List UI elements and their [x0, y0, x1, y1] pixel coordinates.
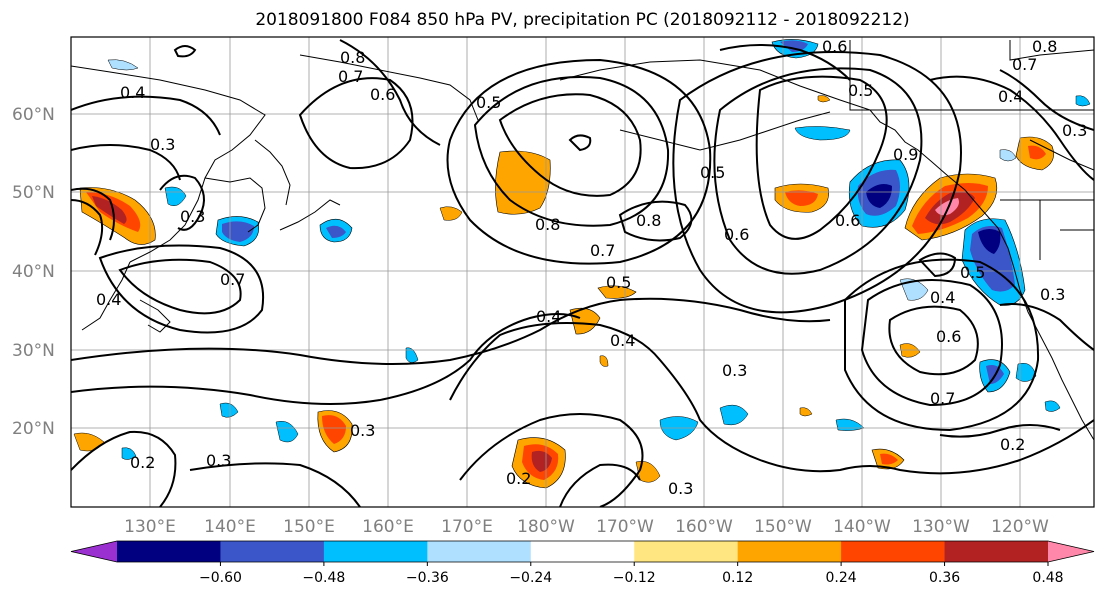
contour-label: 0.2 — [130, 453, 155, 472]
colorbar-tick-label: −0.60 — [199, 570, 242, 586]
contour-label: 0.4 — [998, 87, 1023, 106]
lon-label: 120°W — [991, 517, 1049, 537]
contour-label: 0.7 — [220, 270, 245, 289]
coastlines — [71, 40, 1094, 441]
longitude-labels: 130°E 140°E 150°E 160°E 170°E 180°W 170°… — [124, 517, 1049, 537]
lon-label: 160°E — [362, 517, 414, 537]
contour-label: 0.5 — [848, 81, 873, 100]
lon-label: 140°E — [204, 517, 256, 537]
contour-label: 0.8 — [340, 48, 365, 67]
map-title: 2018091800 F084 850 hPa PV, precipitatio… — [255, 10, 910, 30]
contour-label: 0.4 — [930, 288, 955, 307]
lat-label: 40°N — [12, 262, 55, 282]
contour-label: 0.6 — [835, 211, 860, 230]
contour-label: 0.8 — [1032, 37, 1057, 56]
colorbar-right-extension — [1048, 541, 1094, 562]
contour-label: 0.3 — [1040, 285, 1065, 304]
colorbar-segment — [427, 541, 532, 562]
contour-labels: 0.8 0.7 0.4 0.3 0.6 0.5 0.6 0.5 0.4 0.3 … — [96, 37, 1087, 498]
contour-label: 0.3 — [1062, 121, 1087, 140]
lon-label: 140°W — [833, 517, 891, 537]
map-frame — [70, 36, 1095, 508]
graticule — [71, 37, 1094, 507]
contour-label: 0.5 — [960, 263, 985, 282]
colorbar-tick-label: 0.36 — [929, 570, 960, 586]
contour-label: 0.6 — [370, 85, 395, 104]
colorbar-segment — [634, 541, 739, 562]
colorbar-tick-label: 0.12 — [722, 570, 753, 586]
contour-label: 0.6 — [724, 225, 749, 244]
colorbar-tick-label: −0.24 — [509, 570, 552, 586]
contour-label: 0.7 — [930, 389, 955, 408]
contour-label: 0.3 — [206, 451, 231, 470]
colorbar-left-extension — [71, 541, 117, 562]
colorbar-tick-label: −0.36 — [406, 570, 449, 586]
contour-label: 0.6 — [936, 327, 961, 346]
colorbar-segment — [841, 541, 946, 562]
contour-label: 0.3 — [722, 361, 747, 380]
contour-label: 0.4 — [96, 290, 121, 309]
colorbar-segment — [944, 541, 1049, 562]
contour-label: 0.7 — [1012, 55, 1037, 74]
contour-label: 0.5 — [476, 93, 501, 112]
contour-label: 0.6 — [822, 37, 847, 56]
colorbar: −0.60 −0.48 −0.36 −0.24 −0.12 0.12 0.24 0.36 0.4… — [70, 540, 1095, 586]
contour-label: 0.7 — [590, 241, 615, 260]
colorbar-outline — [70, 540, 1095, 563]
colorbar-tick-label: 0.24 — [826, 570, 857, 586]
lon-label: 150°E — [283, 517, 335, 537]
lon-label: 130°W — [912, 517, 970, 537]
colorbar-tick-label: 0.48 — [1032, 570, 1063, 586]
lat-label: 30°N — [12, 341, 55, 361]
lat-label: 50°N — [12, 183, 55, 203]
contour-label: 0.3 — [350, 421, 375, 440]
latitude-labels: 60°N 50°N 40°N 30°N 20°N — [12, 105, 55, 439]
contour-label: 0.5 — [606, 273, 631, 292]
precipitation-shading — [73, 39, 1091, 489]
lat-label: 20°N — [12, 419, 55, 439]
contour-label: 0.7 — [338, 67, 363, 86]
colorbar-segment — [530, 541, 635, 562]
colorbar-segment — [117, 541, 221, 562]
contour-label: 0.3 — [180, 207, 205, 226]
contour-label: 0.3 — [150, 135, 175, 154]
contour-label: 0.2 — [506, 469, 531, 488]
lon-label: 160°W — [675, 517, 733, 537]
lon-label: 150°W — [754, 517, 812, 537]
contour-label: 0.9 — [893, 145, 918, 164]
contour-label: 0.2 — [1000, 435, 1025, 454]
colorbar-tick-label: −0.48 — [302, 570, 345, 586]
lon-label: 180°W — [517, 517, 575, 537]
contour-label: 0.5 — [700, 163, 725, 182]
lon-label: 130°E — [124, 517, 176, 537]
lon-label: 170°E — [441, 517, 493, 537]
colorbar-segment — [323, 541, 428, 562]
contour-label: 0.4 — [610, 331, 635, 350]
contour-label: 0.8 — [535, 215, 560, 234]
contour-label: 0.8 — [636, 211, 661, 230]
pv-contours — [71, 39, 1094, 507]
contour-label: 0.3 — [668, 479, 693, 498]
colorbar-segment — [737, 541, 842, 562]
contour-label: 0.4 — [536, 307, 561, 326]
colorbar-tick-label: −0.12 — [613, 570, 656, 586]
lat-label: 60°N — [12, 105, 55, 125]
lon-label: 170°W — [596, 517, 654, 537]
colorbar-segment — [220, 541, 325, 562]
contour-label: 0.4 — [120, 83, 145, 102]
